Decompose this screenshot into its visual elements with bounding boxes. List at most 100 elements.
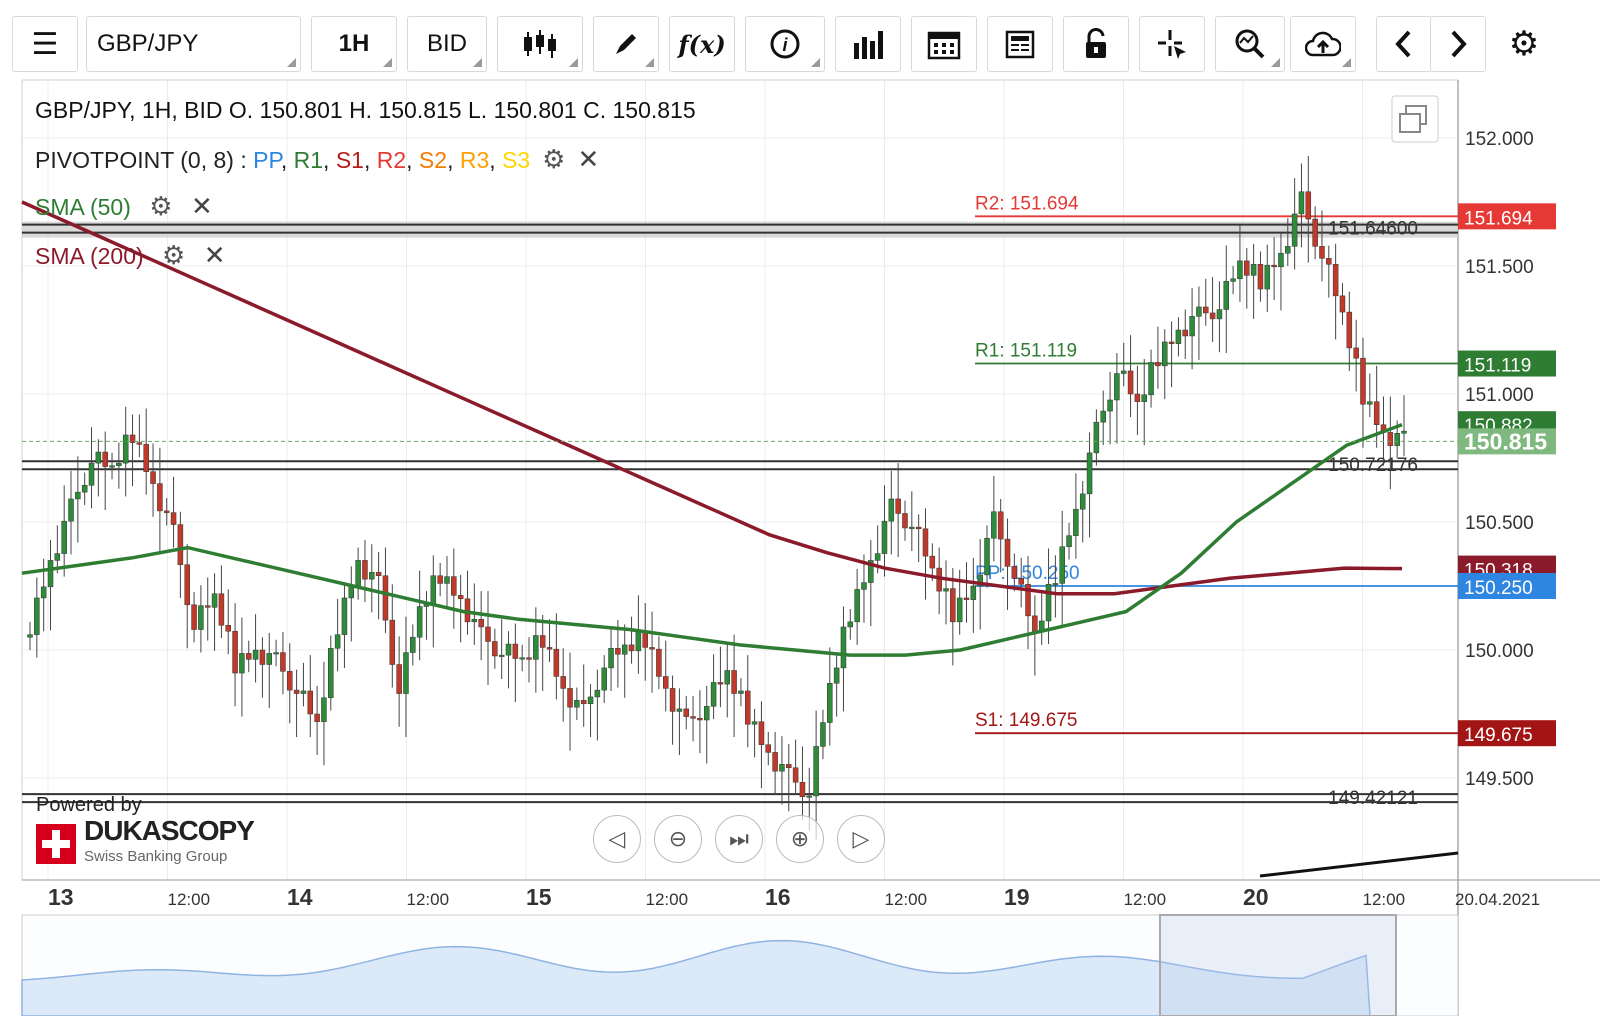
candle-body	[1148, 362, 1154, 396]
menu-button[interactable]: ☰	[12, 16, 78, 72]
scroll-right-button[interactable]	[1430, 16, 1486, 72]
price-type-selector[interactable]: BID	[407, 16, 487, 72]
magnifier-chart-icon	[1235, 29, 1265, 59]
lock-button[interactable]	[1063, 16, 1129, 72]
nav-reset-button[interactable]: ⏭	[715, 815, 763, 863]
candle-body	[717, 682, 724, 685]
close-icon[interactable]: ✕	[190, 192, 213, 222]
candle-body	[403, 652, 409, 694]
candle-body	[813, 746, 819, 797]
candle-body	[943, 588, 949, 592]
badge-r1-text: 151.119	[1464, 356, 1531, 377]
candle-body	[608, 648, 614, 669]
candle-body	[1305, 191, 1312, 220]
candle-body	[1346, 311, 1353, 349]
candle-body	[341, 597, 348, 635]
nav-zoom-in-button[interactable]: ⊕	[776, 815, 824, 863]
candle-body	[362, 560, 368, 580]
candle-body	[191, 604, 197, 630]
candle-body	[950, 588, 956, 623]
indicators-button[interactable]: f(x)	[669, 16, 735, 72]
sma50-label: SMA (50)	[35, 194, 131, 220]
candle-body	[1319, 246, 1325, 259]
brand-subtitle: Swiss Banking Group	[84, 848, 228, 865]
candle-body	[102, 451, 108, 467]
candle-body	[574, 700, 580, 708]
news-button[interactable]	[987, 16, 1053, 72]
price-tick-label: 152.000	[1465, 129, 1534, 150]
candle-body	[1230, 278, 1236, 282]
candle-body	[881, 520, 888, 554]
pivot-legend: PIVOTPOINT (0, 8) : PP, R1, S1, R2, S2, …	[35, 145, 599, 175]
nav-next-button[interactable]: ▷	[837, 815, 885, 863]
candle-body	[1326, 258, 1332, 265]
navigator-window[interactable]	[1159, 914, 1397, 1016]
upload-button[interactable]	[1290, 16, 1356, 72]
candle-body	[847, 621, 854, 628]
candle-body	[1298, 191, 1305, 215]
candle-body	[1052, 583, 1059, 586]
pivot-legend-comma: ,	[280, 146, 294, 173]
candle-body	[382, 575, 389, 621]
pivot-legend-item: S2	[418, 146, 448, 173]
candle-body	[451, 576, 457, 596]
candle-body	[1011, 566, 1018, 579]
candle-body	[1401, 430, 1407, 434]
candle-body	[1155, 362, 1161, 367]
time-tick-label: 12:00	[1363, 890, 1406, 909]
candle-body	[314, 713, 320, 722]
gear-icon[interactable]: ⚙	[162, 241, 186, 271]
sma200-label: SMA (200)	[35, 243, 144, 269]
timeframe-label: 1H	[338, 30, 370, 57]
skip-end-icon: ⏭	[729, 826, 749, 852]
close-icon[interactable]: ✕	[577, 145, 600, 175]
crosshair-button[interactable]	[1139, 16, 1205, 72]
gear-icon[interactable]: ⚙	[542, 145, 566, 175]
zoom-analysis-button[interactable]	[1215, 16, 1285, 72]
time-tick-label: 13	[48, 884, 74, 910]
candle-body	[997, 511, 1004, 540]
candle-body	[239, 653, 245, 674]
trend-line[interactable]	[1259, 851, 1459, 878]
candle-body	[1066, 535, 1072, 547]
pivot-legend-item: S3	[502, 146, 531, 173]
chart-type-button[interactable]	[497, 16, 583, 72]
candle-body	[539, 635, 546, 648]
candle-body	[1312, 218, 1318, 247]
nav-zoom-out-button[interactable]: ⊖	[654, 815, 702, 863]
candle-body	[1203, 306, 1209, 314]
timeframe-selector[interactable]: 1H	[311, 16, 397, 72]
candle-body	[703, 706, 710, 721]
candle-body	[628, 644, 635, 652]
price-tick-label: 151.000	[1465, 385, 1534, 406]
calendar-button[interactable]	[911, 16, 977, 72]
settings-button[interactable]: ⚙	[1496, 16, 1552, 72]
candle-body	[546, 647, 553, 650]
nav-prev-button[interactable]: ◁	[593, 815, 641, 863]
candle-body	[485, 626, 491, 642]
candle-body	[416, 606, 423, 638]
draw-tool-button[interactable]	[593, 16, 659, 72]
candle-body	[355, 560, 361, 588]
candle-body	[1353, 347, 1359, 359]
candle-body	[868, 560, 874, 583]
candle-body	[963, 597, 970, 600]
candle-body	[587, 696, 594, 705]
scroll-left-button[interactable]	[1376, 16, 1432, 72]
candle-body	[157, 483, 163, 512]
candle-body	[61, 520, 67, 554]
candle-body	[218, 593, 225, 626]
candle-body	[874, 553, 881, 561]
symbol-selector[interactable]: GBP/JPY	[86, 16, 301, 72]
bar-chart-icon	[854, 31, 883, 59]
candle-body	[991, 511, 997, 539]
info-button[interactable]: i	[745, 16, 825, 72]
close-icon[interactable]: ✕	[203, 241, 226, 271]
gear-icon[interactable]: ⚙	[149, 192, 173, 222]
candle-body	[1114, 373, 1120, 401]
volume-button[interactable]	[835, 16, 901, 72]
chevron-left-icon	[1395, 30, 1411, 58]
pivot-legend-item: R2	[376, 146, 407, 173]
pivot-label-r2: R2: 151.694	[975, 193, 1079, 214]
